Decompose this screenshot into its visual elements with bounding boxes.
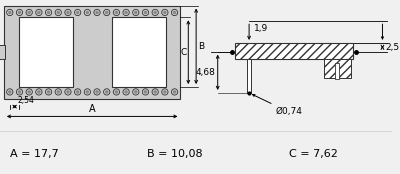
Circle shape	[154, 90, 157, 94]
Bar	[335, 64, 339, 79]
Bar	[4, 6, 180, 99]
Circle shape	[37, 90, 41, 94]
Circle shape	[66, 90, 70, 94]
Circle shape	[47, 90, 50, 94]
Bar	[0, 45, 5, 59]
Text: C: C	[180, 48, 186, 57]
Circle shape	[56, 90, 60, 94]
Circle shape	[154, 11, 157, 14]
Bar	[19, 17, 72, 87]
Text: 2,5: 2,5	[386, 43, 400, 52]
Text: 2,54: 2,54	[18, 96, 34, 105]
Circle shape	[105, 11, 108, 14]
Circle shape	[173, 11, 176, 14]
Bar	[112, 17, 166, 87]
Circle shape	[37, 11, 41, 14]
Circle shape	[134, 90, 138, 94]
Text: Ø0,74: Ø0,74	[276, 107, 302, 116]
Circle shape	[95, 90, 99, 94]
Circle shape	[18, 90, 21, 94]
Text: 4,68: 4,68	[196, 68, 216, 77]
Circle shape	[8, 11, 12, 14]
Text: 1,9: 1,9	[254, 24, 268, 33]
Circle shape	[18, 11, 21, 14]
Circle shape	[134, 11, 138, 14]
Circle shape	[76, 90, 80, 94]
Circle shape	[124, 90, 128, 94]
Text: B = 10,08: B = 10,08	[147, 149, 203, 159]
Circle shape	[86, 90, 89, 94]
Circle shape	[66, 11, 70, 14]
Circle shape	[144, 90, 147, 94]
Text: A: A	[89, 104, 96, 114]
Bar	[247, 59, 251, 93]
Circle shape	[163, 11, 167, 14]
Circle shape	[124, 11, 128, 14]
Circle shape	[115, 90, 118, 94]
Text: C = 7,62: C = 7,62	[289, 149, 338, 159]
Bar	[324, 59, 351, 78]
Circle shape	[86, 11, 89, 14]
Text: A = 17,7: A = 17,7	[10, 149, 58, 159]
Text: B: B	[198, 42, 204, 51]
Circle shape	[76, 11, 80, 14]
Bar	[235, 43, 353, 59]
Circle shape	[47, 11, 50, 14]
Circle shape	[28, 90, 31, 94]
Circle shape	[56, 11, 60, 14]
Circle shape	[173, 90, 176, 94]
Circle shape	[115, 11, 118, 14]
Circle shape	[144, 11, 147, 14]
Circle shape	[95, 11, 99, 14]
Circle shape	[28, 11, 31, 14]
Circle shape	[105, 90, 108, 94]
Circle shape	[8, 90, 12, 94]
Circle shape	[163, 90, 167, 94]
